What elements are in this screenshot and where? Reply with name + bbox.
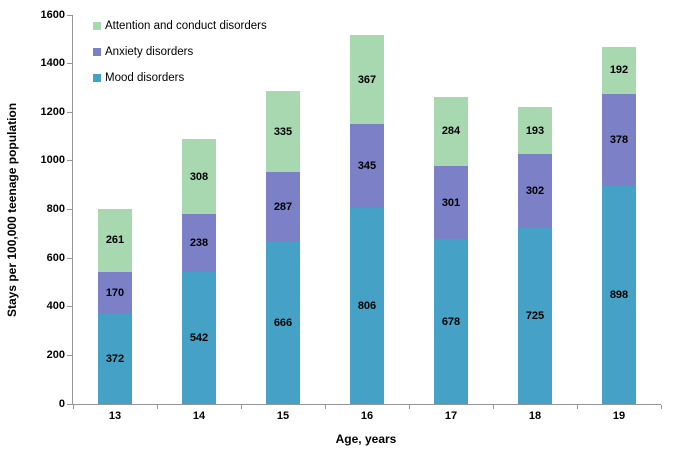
bar-value-label: 192 [609, 64, 629, 77]
bar-value-label: 806 [357, 300, 377, 312]
bar-segment-attention-and-conduct-disorders-age-16: 367 [350, 34, 384, 125]
y-axis-tick-label: 1600 [40, 8, 65, 21]
bar-segment-attention-and-conduct-disorders-age-13: 261 [98, 208, 132, 273]
bar-value-label: 301 [441, 196, 461, 209]
bar-value-label: 261 [105, 234, 125, 247]
y-axis-tick [67, 111, 73, 113]
x-axis-category-label: 17 [444, 410, 458, 422]
y-axis-tick-label: 800 [46, 203, 65, 215]
bar-value-label: 287 [273, 201, 293, 214]
y-axis-tick-label: 0 [58, 397, 65, 410]
bar-segment-anxiety-disorders-age-14: 238 [182, 214, 216, 273]
y-axis-tick [67, 209, 73, 210]
bar-segment-attention-and-conduct-disorders-age-17: 284 [434, 96, 468, 166]
y-axis-tick [67, 63, 73, 65]
bar-segment-attention-and-conduct-disorders-age-19: 192 [602, 47, 636, 94]
bar-segment-mood-disorders-age-19: 898 [602, 185, 636, 404]
legend-label: Mood disorders [105, 72, 185, 84]
x-axis-tick [324, 405, 326, 409]
bar-value-label: 898 [609, 288, 629, 301]
bar-segment-anxiety-disorders-age-15: 287 [266, 172, 300, 243]
x-axis-category-label: 19 [612, 410, 626, 422]
legend-label: Anxiety disorders [105, 46, 194, 58]
y-axis-tick [67, 257, 73, 259]
y-axis-tick [67, 403, 73, 405]
y-axis-tick-label: 1400 [40, 57, 65, 70]
bar-segment-mood-disorders-age-16: 806 [350, 208, 384, 404]
bar-value-label: 335 [273, 125, 293, 138]
x-axis-tick [408, 405, 410, 409]
x-axis-tick [576, 405, 578, 409]
bar-value-label: 542 [189, 332, 209, 345]
bar-segment-mood-disorders-age-15: 666 [266, 242, 300, 404]
y-axis-tick-label: 600 [46, 251, 65, 264]
bar-segment-anxiety-disorders-age-16: 345 [350, 124, 384, 209]
legend-swatch-icon [93, 48, 101, 56]
bar-value-label: 345 [357, 160, 377, 173]
legend-swatch-icon [93, 22, 101, 30]
legend-item-attention-and-conduct-disorders: Attention and conduct disorders [93, 20, 267, 32]
plot-area: 0 200 400 600 800 1000 1200 1400 1600 372 170 261 13… [41, 9, 662, 422]
legend-label: Attention and conduct disorders [105, 20, 267, 32]
x-axis-tick [660, 405, 662, 409]
x-axis-tick [492, 405, 494, 409]
x-axis-category-label: 16 [360, 410, 374, 422]
y-axis-tick [67, 306, 73, 308]
bar-segment-anxiety-disorders-age-18: 302 [518, 154, 552, 228]
bar-segment-attention-and-conduct-disorders-age-18: 193 [518, 107, 552, 155]
bar-segment-attention-and-conduct-disorders-age-14: 308 [182, 139, 216, 215]
bar-segment-mood-disorders-age-13: 372 [98, 313, 132, 404]
bar-segment-mood-disorders-age-17: 678 [434, 239, 468, 404]
x-axis-category-label: 14 [192, 410, 206, 422]
legend: Attention and conduct disorders Anxiety d… [93, 20, 267, 98]
x-axis-tick [72, 405, 74, 409]
bar-value-label: 725 [525, 309, 545, 322]
y-axis-tick-label: 200 [46, 348, 65, 361]
x-axis-category-label: 18 [528, 410, 542, 422]
bar-segment-mood-disorders-age-18: 725 [518, 227, 552, 404]
legend-swatch-icon [93, 74, 101, 82]
bar-segment-anxiety-disorders-age-17: 301 [434, 165, 468, 240]
bar-segment-attention-and-conduct-disorders-age-15: 335 [266, 90, 300, 173]
y-axis-tick [67, 354, 73, 356]
y-axis-title: Stays per 100,000 teenage population [5, 102, 19, 317]
bar-segment-anxiety-disorders-age-19: 378 [602, 93, 636, 186]
y-axis-tick [67, 160, 73, 162]
legend-item-mood-disorders: Mood disorders [93, 72, 267, 84]
bar-segment-anxiety-disorders-age-13: 170 [98, 272, 132, 314]
y-axis-tick-label: 1000 [40, 154, 65, 167]
x-axis-tick [240, 405, 242, 409]
y-axis-tick [67, 14, 73, 16]
bar-value-label: 238 [189, 237, 209, 250]
x-axis-tick [156, 405, 158, 409]
legend-item-anxiety-disorders: Anxiety disorders [93, 46, 267, 58]
x-axis-category-label: 13 [108, 410, 122, 422]
bar-value-label: 378 [609, 133, 629, 146]
bar-value-label: 302 [525, 185, 545, 197]
bar-value-label: 284 [441, 125, 461, 138]
bar-value-label: 308 [189, 170, 209, 183]
x-axis-title: Age, years [335, 432, 397, 446]
bar-value-label: 372 [105, 352, 125, 365]
bar-value-label: 666 [273, 317, 293, 330]
x-axis-category-label: 15 [276, 410, 290, 422]
bar-value-label: 367 [357, 73, 377, 86]
bar-value-label: 193 [525, 124, 545, 137]
y-axis-tick-label: 1200 [40, 105, 65, 118]
bar-segment-mood-disorders-age-14: 542 [182, 272, 216, 404]
bar-value-label: 170 [105, 286, 125, 299]
y-axis-tick-label: 400 [46, 300, 65, 313]
bar-value-label: 678 [441, 315, 461, 328]
